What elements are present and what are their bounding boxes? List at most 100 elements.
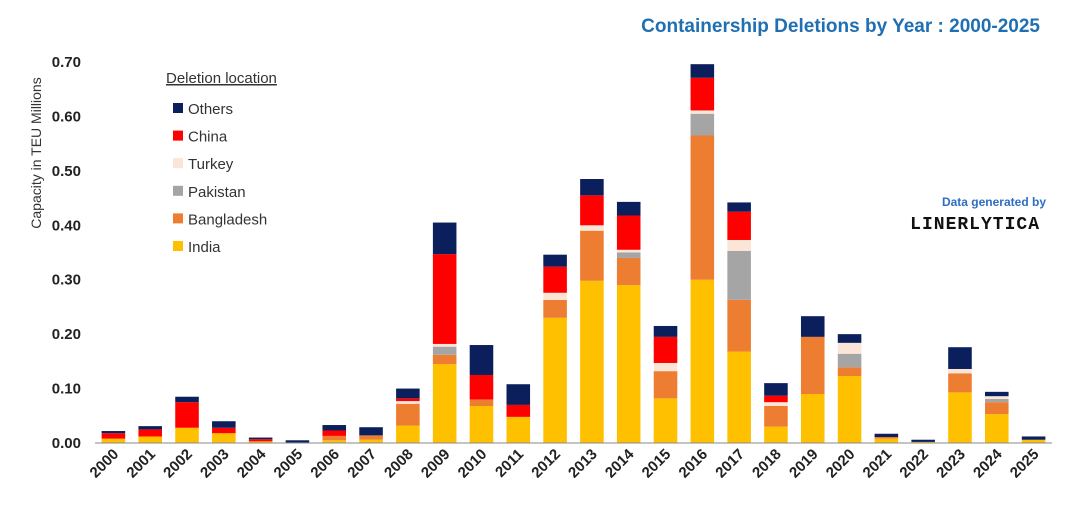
bar-segment-china-2018 — [764, 395, 788, 403]
bar-segment-india-2011 — [506, 416, 531, 443]
bar-segment-others-2018 — [764, 383, 788, 396]
bar-segment-others-2024 — [985, 391, 1009, 397]
bar-segment-bangladesh-2017 — [727, 299, 751, 352]
x-tick-label: 2016 — [676, 446, 712, 482]
bar-segment-bangladesh-2024 — [985, 402, 1009, 415]
y-tick-label: 0.60 — [52, 108, 81, 125]
x-tick-label: 2006 — [307, 446, 343, 482]
bar-segment-turkey-2020 — [837, 342, 862, 354]
bar-segment-pakistan-2017 — [727, 250, 751, 300]
bar-segment-india-2015 — [653, 398, 678, 443]
bar-segment-others-2005 — [285, 440, 310, 443]
x-tick-label: 2024 — [970, 445, 1006, 481]
legend-swatch-china — [173, 130, 183, 141]
x-tick-label: 2008 — [381, 446, 417, 482]
bar-segment-china-2011 — [506, 404, 531, 417]
bar-segment-bangladesh-2008 — [396, 403, 420, 426]
x-tick-label: 2015 — [639, 446, 675, 482]
bar-segment-turkey-2023 — [948, 368, 972, 374]
bar-segment-turkey-2012 — [543, 292, 567, 300]
bar-segment-china-2009 — [432, 254, 457, 344]
bar-segment-india-2004 — [248, 441, 273, 443]
legend: Deletion location Others China Turkey Pakis… — [166, 70, 277, 256]
bar-segment-others-2015 — [653, 325, 678, 337]
bar-segment-india-2023 — [948, 392, 972, 443]
legend-label-turkey: Turkey — [188, 156, 234, 173]
bar-segment-turkey-2018 — [764, 402, 788, 406]
bar-segment-india-2008 — [396, 425, 420, 443]
y-tick-label: 0.20 — [52, 326, 81, 343]
x-tick-label: 2000 — [87, 446, 123, 482]
bar-segment-india-2010 — [469, 405, 494, 443]
bar-segment-others-2007 — [359, 427, 383, 436]
y-axis-ticks: 0.00 0.10 0.20 0.30 0.40 0.50 0.60 0.70 — [52, 54, 81, 452]
x-tick-label: 2010 — [455, 446, 491, 482]
legend-swatch-pakistan — [173, 185, 183, 196]
bar-segment-india-2018 — [764, 426, 788, 443]
bar-segment-bangladesh-2006 — [322, 435, 347, 441]
bar-segment-india-2003 — [212, 433, 236, 443]
chart-title: Containership Deletions by Year : 2000-2… — [641, 16, 1040, 37]
bar-segment-china-2002 — [175, 402, 199, 428]
bar-segment-china-2015 — [653, 336, 678, 363]
bar-segment-pakistan-2016 — [690, 113, 715, 136]
legend-label-india: India — [188, 239, 221, 256]
x-tick-label: 2004 — [234, 445, 270, 481]
x-tick-label: 2007 — [344, 446, 380, 482]
legend-swatch-others — [173, 103, 183, 113]
bar-segment-others-2022 — [911, 439, 935, 442]
bar-segment-china-2004 — [248, 439, 273, 442]
x-tick-label: 2005 — [271, 446, 307, 482]
bar-segment-pakistan-2020 — [837, 353, 862, 368]
bar-segment-others-2017 — [727, 202, 751, 212]
legend-swatch-bangladesh — [173, 213, 183, 224]
bar-segment-others-2004 — [248, 437, 273, 440]
bar-segment-others-2001 — [138, 426, 162, 430]
bar-segment-pakistan-2024 — [985, 398, 1009, 403]
x-axis-ticks: 2000 2001 2002 2003 2004 2005 2006 2007 2008 2009… — [87, 445, 1043, 481]
bar-segment-china-2003 — [212, 427, 236, 434]
bar-segment-bangladesh-2015 — [653, 371, 678, 399]
bar-segment-others-2010 — [469, 345, 494, 375]
bar-segment-bangladesh-2013 — [580, 230, 604, 281]
bar-segment-bangladesh-2007 — [359, 435, 383, 440]
bar-segment-india-2024 — [985, 414, 1009, 443]
bar-segment-india-2001 — [138, 436, 162, 443]
y-tick-label: 0.50 — [52, 163, 81, 180]
bar-segment-others-2006 — [322, 425, 347, 431]
annotation-line1: Data generated by — [942, 195, 1046, 209]
bar-segment-bangladesh-2021 — [874, 437, 899, 439]
x-tick-label: 2022 — [896, 446, 932, 482]
bar-segment-pakistan-2014 — [616, 252, 641, 258]
bar-segment-india-2006 — [322, 440, 347, 443]
bar-segment-india-2013 — [580, 280, 604, 443]
bar-segment-india-2009 — [432, 364, 457, 443]
bar-segment-bangladesh-2016 — [690, 135, 715, 280]
bar-segment-turkey-2013 — [580, 225, 604, 231]
bar-segment-turkey-2009 — [432, 343, 457, 347]
bar-segment-india-2019 — [800, 394, 825, 443]
bar-segment-india-2021 — [874, 438, 899, 443]
bar-segment-bangladesh-2009 — [432, 354, 457, 365]
y-tick-label: 0.00 — [52, 435, 81, 452]
bar-segment-others-2008 — [396, 388, 420, 399]
x-tick-label: 2023 — [933, 446, 969, 482]
bar-segment-others-2012 — [543, 254, 567, 267]
bar-segment-bangladesh-2014 — [616, 257, 641, 286]
bar-segment-turkey-2017 — [727, 239, 751, 251]
x-tick-label: 2020 — [823, 446, 859, 482]
bar-segment-china-2001 — [138, 429, 162, 437]
bar-segment-bangladesh-2018 — [764, 405, 788, 427]
legend-title: Deletion location — [166, 70, 277, 87]
bar-segment-others-2016 — [690, 64, 715, 78]
bar-segment-turkey-2016 — [690, 110, 715, 114]
x-tick-label: 2018 — [749, 446, 785, 482]
bar-segment-india-2014 — [616, 285, 641, 443]
bar-segment-bangladesh-2020 — [837, 367, 862, 377]
x-tick-label: 2019 — [786, 446, 822, 482]
bars-group — [101, 64, 1046, 443]
legend-label-china: China — [188, 129, 228, 146]
bar-segment-china-2017 — [727, 211, 751, 240]
bar-segment-india-2017 — [727, 351, 751, 443]
